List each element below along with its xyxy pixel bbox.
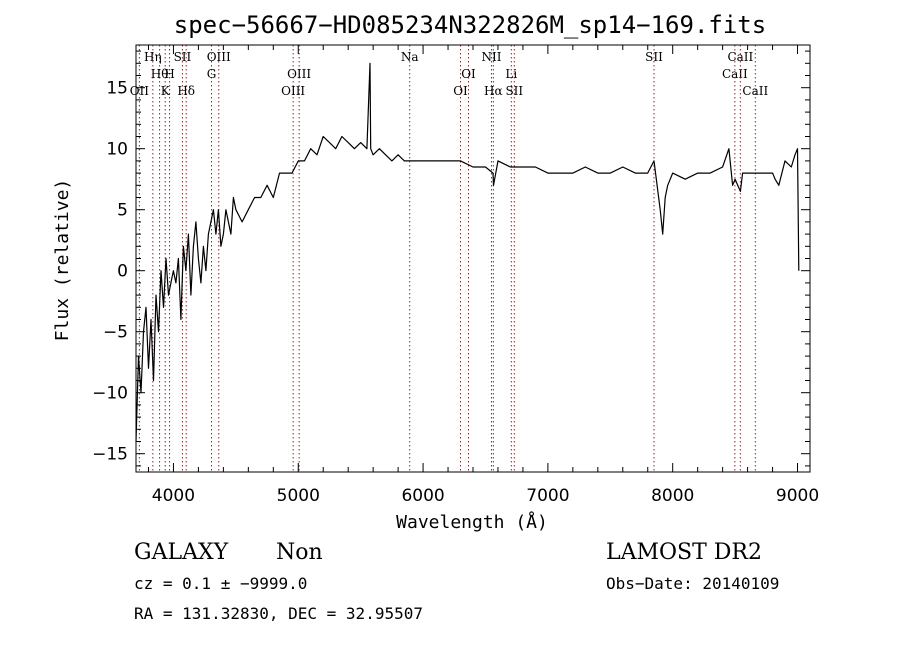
marker-label: OIII xyxy=(287,67,311,81)
x-axis-label: Wavelength (Å) xyxy=(396,511,548,533)
marker-label: OI xyxy=(461,67,476,81)
survey-name: LAMOST DR2 xyxy=(606,540,762,565)
marker-label: SII xyxy=(645,50,663,64)
x-tick-label: 4000 xyxy=(152,486,195,506)
y-tick-label: 5 xyxy=(117,201,128,221)
x-tick-label: 8000 xyxy=(651,486,694,506)
object-subclass: Non xyxy=(276,540,323,565)
plot-frame xyxy=(135,44,811,473)
line-markers: OIIHηHθKHSIIHδGOIIIOIIIOIIINaOIOINIIHαLi… xyxy=(130,45,768,472)
marker-label: OIII xyxy=(281,84,305,98)
sky-coordinates: RA = 131.32830, DEC = 32.95507 xyxy=(134,604,423,623)
y-tick-label: 15 xyxy=(106,79,128,99)
marker-label: Hθ xyxy=(151,67,169,81)
marker-label: OII xyxy=(130,84,150,98)
marker-label: CaII xyxy=(722,67,748,81)
x-tick-label: 7000 xyxy=(526,486,569,506)
x-tick-label: 5000 xyxy=(277,486,320,506)
marker-label: Hα xyxy=(484,84,503,98)
marker-label: NII xyxy=(481,50,501,64)
object-class: GALAXY xyxy=(134,540,229,565)
y-axis-label: Flux (relative) xyxy=(52,179,73,342)
marker-label: K xyxy=(161,84,171,98)
y-tick-label: −10 xyxy=(92,384,128,404)
marker-label: OIII xyxy=(207,50,231,64)
marker-label: Hδ xyxy=(177,84,195,98)
marker-label: G xyxy=(207,67,217,81)
marker-label: Li xyxy=(505,67,517,81)
marker-label: CaII xyxy=(742,84,768,98)
chart-title: spec−56667−HD085234N322826M_sp14−169.fit… xyxy=(174,11,766,39)
x-tick-label: 9000 xyxy=(776,486,819,506)
marker-label: SII xyxy=(505,84,523,98)
marker-label: Na xyxy=(401,50,419,64)
x-tick-label: 6000 xyxy=(401,486,444,506)
marker-label: SII xyxy=(174,50,192,64)
observation-date: Obs−Date: 20140109 xyxy=(606,574,779,593)
y-tick-label: 10 xyxy=(106,140,128,160)
x-axis: 4000 5000 6000 7000 8000 9000 xyxy=(147,45,819,506)
marker-label: CaII xyxy=(727,50,753,64)
y-tick-label: 0 xyxy=(117,262,128,282)
y-tick-label: −5 xyxy=(103,323,128,343)
redshift-value: cz = 0.1 ± −9999.0 xyxy=(134,574,307,593)
marker-label: Hη xyxy=(144,50,162,64)
marker-label: H xyxy=(164,67,174,81)
spectrum-line xyxy=(135,62,800,442)
y-tick-label: −15 xyxy=(92,445,128,465)
y-axis: −15 −10 −5 0 5 10 15 xyxy=(92,50,810,467)
marker-label: OI xyxy=(453,84,468,98)
